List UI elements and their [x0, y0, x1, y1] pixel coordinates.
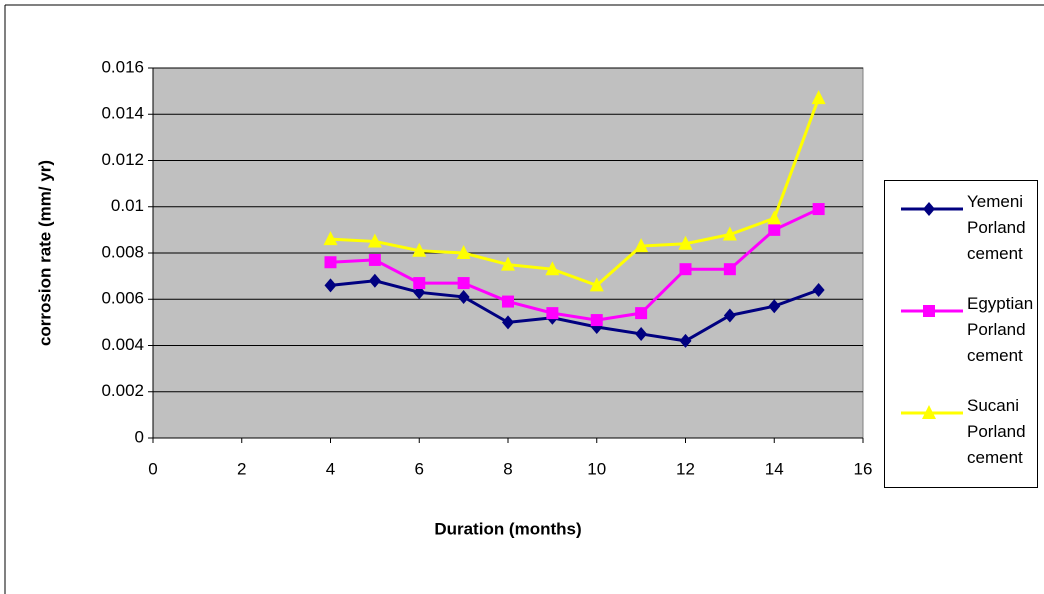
y-tick-label: 0.016: [101, 57, 144, 76]
data-point: [412, 242, 427, 257]
legend-label: Egyptian Porland cement: [967, 294, 1034, 365]
data-point: [457, 277, 470, 290]
y-tick-label: 0.006: [101, 289, 144, 308]
x-tick-label: 8: [503, 459, 512, 478]
data-point: [368, 253, 381, 266]
legend: Yemeni Porland cement Egyptian Porland ce…: [884, 180, 1038, 488]
data-point: [723, 308, 736, 323]
data-point: [768, 299, 781, 314]
x-tick-label: 12: [676, 459, 695, 478]
data-point: [324, 278, 337, 293]
x-tick-label: 0: [148, 459, 157, 478]
legend-marker: [922, 405, 936, 419]
data-point: [635, 307, 648, 320]
data-point: [812, 203, 825, 216]
x-tick-label: 10: [587, 459, 606, 478]
data-point: [413, 277, 426, 290]
y-tick-label: 0.01: [111, 196, 144, 215]
legend-swatch: [901, 405, 963, 419]
y-axis-label: corrosion rate (mm/ yr): [35, 160, 54, 346]
y-tick-label: 0: [135, 427, 144, 446]
data-point: [768, 223, 781, 236]
data-point: [545, 261, 560, 276]
data-point: [767, 210, 782, 225]
data-point: [457, 289, 470, 304]
legend-swatch: [901, 202, 963, 216]
data-point: [722, 226, 737, 241]
data-point: [678, 235, 693, 250]
data-point: [368, 273, 381, 288]
legend-label: Yemeni Porland cement: [967, 192, 1026, 263]
legend-entry: Yemeni Porland cement: [891, 189, 1035, 279]
data-point: [323, 231, 338, 246]
legend-swatch: [901, 305, 963, 317]
data-point: [811, 90, 826, 105]
data-point: [589, 277, 604, 292]
x-tick-label: 4: [326, 459, 335, 478]
data-point: [456, 245, 471, 259]
legend-label: Sucani Porland cement: [967, 396, 1026, 467]
data-point: [679, 333, 692, 348]
data-point: [502, 295, 514, 308]
legend-entry: Sucani Porland cement: [891, 393, 1035, 483]
data-point: [590, 314, 603, 327]
data-point: [324, 256, 337, 269]
data-point: [367, 233, 382, 248]
x-tick-label: 14: [765, 459, 784, 478]
legend-marker: [923, 202, 935, 216]
y-tick-label: 0.004: [101, 335, 144, 354]
data-point: [812, 283, 825, 297]
data-point: [635, 326, 648, 341]
x-tick-label: 2: [237, 459, 246, 478]
series-line: [330, 279, 820, 343]
x-tick-label: 16: [854, 459, 873, 478]
series-line: [330, 207, 820, 322]
data-point: [546, 307, 559, 320]
y-tick-label: 0.002: [101, 381, 144, 400]
data-point: [501, 256, 515, 271]
y-tick-label: 0.008: [101, 242, 144, 261]
data-point: [723, 263, 736, 276]
data-point: [502, 315, 514, 330]
x-axis-label: Duration (months): [434, 519, 581, 538]
legend-entry: Egyptian Porland cement: [891, 291, 1035, 381]
legend-marker: [923, 305, 935, 317]
y-tick-label: 0.014: [101, 104, 144, 123]
data-point: [679, 263, 692, 276]
x-tick-label: 6: [415, 459, 424, 478]
y-tick-label: 0.012: [101, 150, 144, 169]
series-line: [330, 97, 821, 288]
data-point: [634, 238, 649, 253]
